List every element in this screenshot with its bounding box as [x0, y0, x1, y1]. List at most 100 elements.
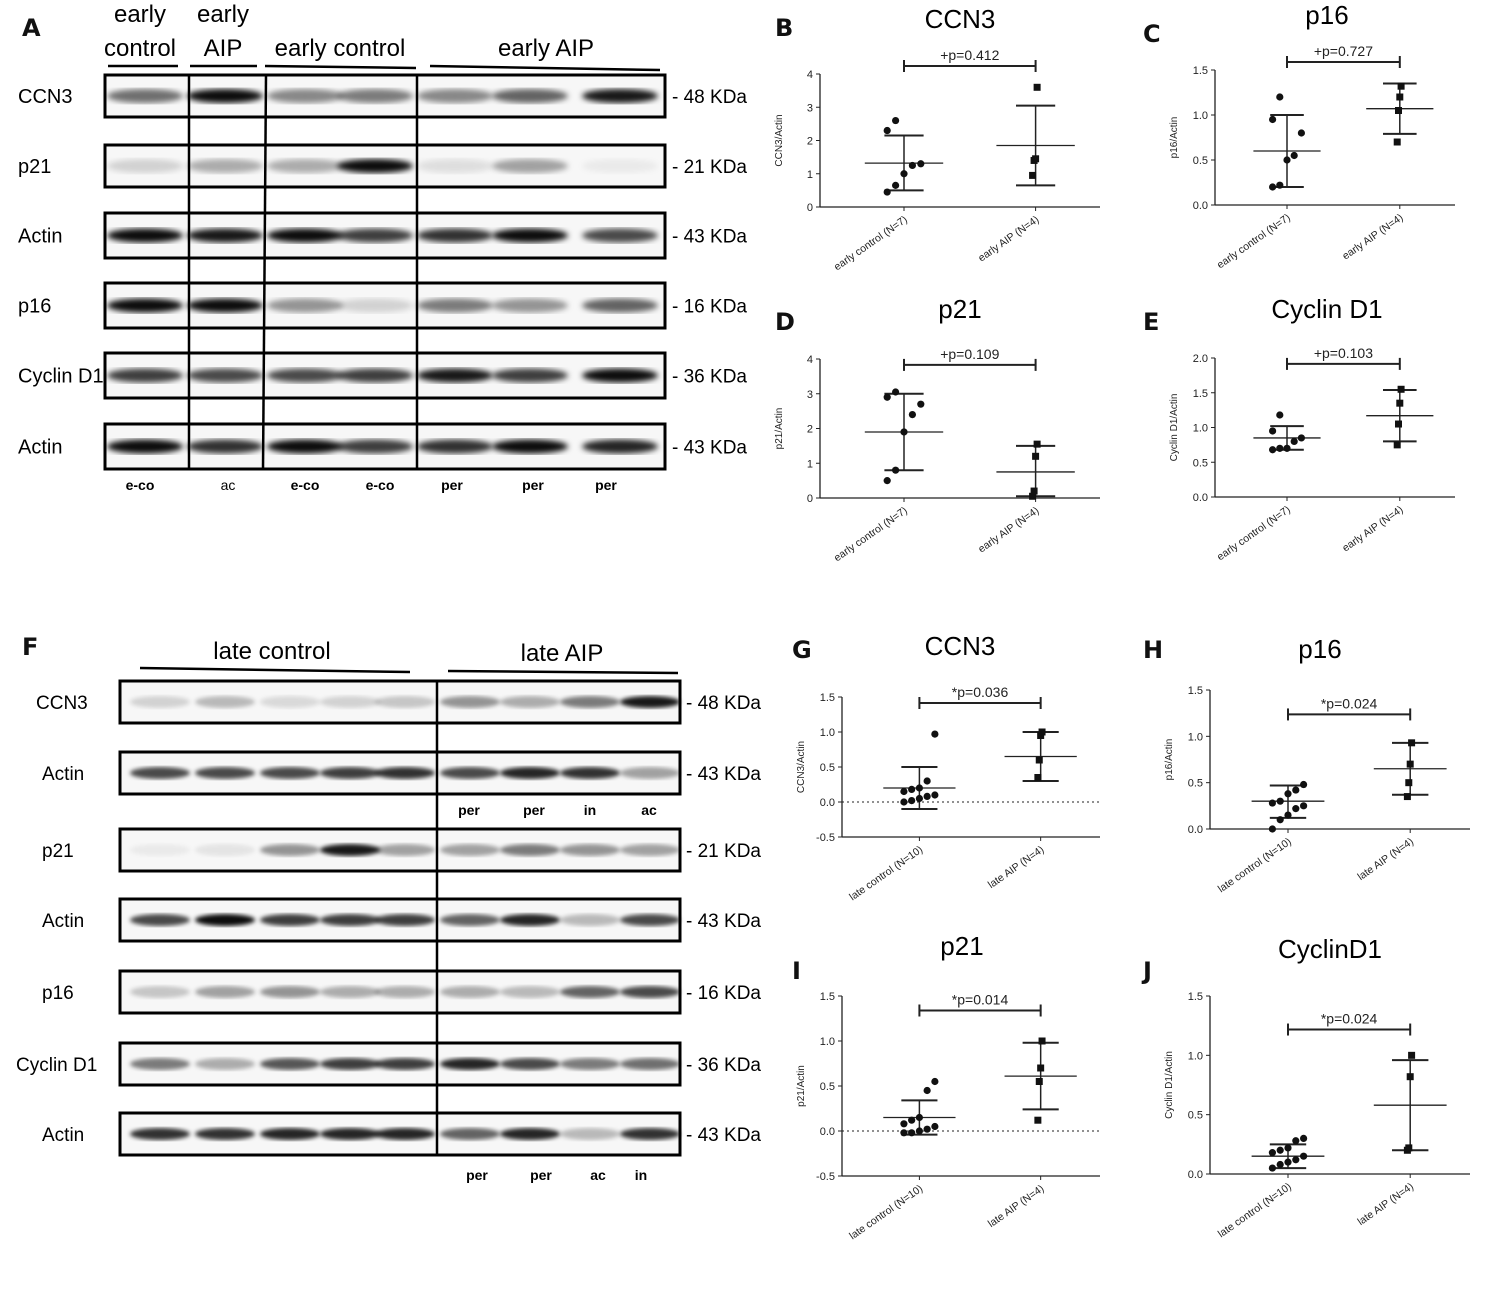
western-blot-late: late control late AIP CCN3 - 48 KDa Actin -… — [16, 638, 761, 1183]
data-point — [1397, 82, 1405, 90]
blot-row-label: Actin — [42, 764, 84, 785]
data-point — [1033, 440, 1041, 448]
data-point — [900, 798, 908, 806]
data-point — [900, 170, 908, 178]
data-point — [1029, 492, 1037, 500]
lane-label: ac — [641, 802, 657, 818]
data-point — [1292, 786, 1300, 794]
lane-label: e-co — [366, 477, 395, 493]
chart-title: p21 — [938, 294, 981, 324]
category-label: late control (N=10) — [847, 844, 925, 904]
blot-band — [440, 696, 500, 708]
blot-band — [582, 298, 658, 313]
data-point — [1276, 1146, 1284, 1154]
data-point — [908, 1129, 916, 1137]
blot-band — [267, 368, 343, 383]
y-tick-label: 2 — [807, 424, 813, 436]
blot-band — [260, 1128, 320, 1140]
y-tick-label: 0.5 — [820, 762, 835, 774]
blot-band — [107, 159, 183, 173]
blot-band — [187, 89, 263, 103]
data-point — [1276, 411, 1284, 419]
y-tick-label: 2.0 — [1193, 353, 1208, 365]
blot-band — [195, 986, 255, 998]
data-point — [1283, 156, 1291, 164]
y-tick-label: 0.5 — [820, 1081, 835, 1093]
blot-marker-label: - 43 KDa — [686, 764, 761, 785]
blot-marker-label: - 43 KDa — [672, 227, 747, 248]
data-point — [915, 1113, 924, 1122]
blot-band — [582, 228, 658, 243]
blot-band — [260, 844, 320, 856]
blot-band — [620, 1128, 680, 1140]
data-point — [1276, 181, 1284, 189]
data-point — [931, 1122, 939, 1131]
data-point — [1276, 93, 1284, 101]
blot-band — [320, 914, 380, 926]
blot-band — [582, 159, 658, 173]
blot-band — [492, 439, 568, 454]
blot-band — [440, 767, 500, 779]
blot-band — [417, 439, 493, 454]
data-point — [1276, 444, 1284, 452]
data-point — [1284, 790, 1292, 798]
data-point — [1037, 1064, 1045, 1072]
data-point — [1268, 1149, 1276, 1157]
y-tick-label: 3 — [807, 389, 813, 401]
blot-band — [417, 228, 493, 243]
chart-title: CCN3 — [925, 4, 996, 34]
blot-band — [337, 228, 413, 243]
blot-band — [130, 986, 190, 998]
lane-label: e-co — [126, 477, 155, 493]
lane-label: ac — [590, 1167, 606, 1183]
western-blot-early: early control early AIP early control earl… — [18, 1, 747, 493]
blot-band — [320, 767, 380, 779]
data-point — [883, 188, 891, 196]
data-point — [1406, 1073, 1414, 1081]
lane-label: per — [595, 477, 617, 493]
chart-B: CCN3 0 1 2 3 4 CCN3/Actin early control (N=7) ea… — [774, 4, 1100, 273]
blot-band — [337, 368, 413, 383]
blot-marker-label: - 36 KDa — [686, 1055, 761, 1076]
blot-band — [187, 159, 263, 173]
lane-label: per — [522, 477, 544, 493]
data-point — [923, 1125, 931, 1133]
blot-row-label: Cyclin D1 — [16, 1055, 97, 1076]
blot-band — [130, 1128, 190, 1140]
blot-band — [560, 986, 620, 998]
blot-band — [337, 439, 413, 454]
data-point — [1035, 1078, 1043, 1085]
data-point — [1393, 138, 1401, 146]
data-point — [1292, 1156, 1300, 1164]
y-tick-label: 1.0 — [1193, 423, 1208, 435]
blot-band — [195, 914, 255, 926]
blot-row-label: Actin — [42, 1125, 84, 1146]
y-tick-label: 0.0 — [1193, 492, 1208, 504]
y-tick-label: 0 — [807, 202, 813, 214]
blot-band — [195, 767, 255, 779]
data-point — [1034, 774, 1042, 781]
blot-band — [440, 914, 500, 926]
blot-band — [130, 1058, 190, 1070]
blot-band — [492, 159, 568, 173]
category-label: early AIP (N=4) — [976, 505, 1041, 556]
blot-band — [560, 914, 620, 926]
lane-label: per — [466, 1167, 488, 1183]
lane-label: in — [635, 1167, 647, 1183]
blot-band — [195, 1058, 255, 1070]
blot-band — [267, 298, 343, 313]
blot-band — [500, 986, 560, 998]
chart-D: p21 0 1 2 3 4 p21/Actin early control (N=7) earl… — [774, 294, 1100, 564]
y-tick-label: 1.5 — [1193, 65, 1208, 77]
category-label: early AIP (N=4) — [976, 214, 1041, 265]
y-tick-label: 0.0 — [820, 1126, 835, 1138]
chart-J: CyclinD1 0.0 0.5 1.0 1.5 Cyclin D1/Actin late … — [1164, 934, 1470, 1240]
data-point — [1396, 399, 1404, 407]
data-point — [1284, 1144, 1292, 1152]
category-label: late control (N=10) — [1216, 836, 1294, 896]
y-tick-label: 0.0 — [1193, 200, 1208, 212]
blot-row-label: p21 — [18, 156, 51, 178]
lane-label: ac — [221, 477, 236, 493]
chart-title: CyclinD1 — [1278, 934, 1382, 964]
blot-band — [500, 844, 560, 856]
